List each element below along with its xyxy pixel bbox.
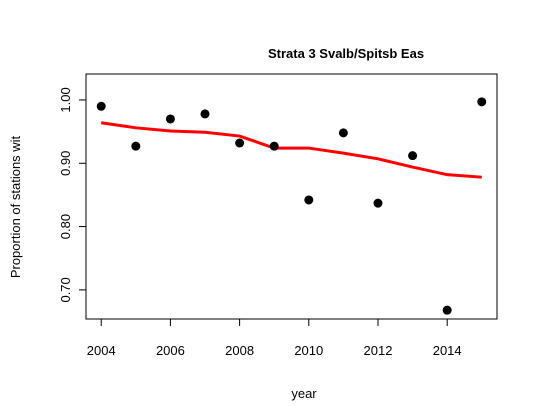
data-point — [442, 305, 452, 315]
y-tick-label: 1.00 — [58, 87, 73, 112]
y-tick-label: 0.70 — [58, 277, 73, 302]
x-axis-label: year — [291, 386, 317, 401]
x-tick-label: 2010 — [294, 343, 323, 358]
trend-line — [101, 121, 482, 179]
data-point — [96, 101, 106, 111]
x-tick-label: 2012 — [364, 343, 393, 358]
data-point — [477, 97, 487, 107]
data-point — [165, 114, 175, 124]
data-point — [235, 138, 245, 148]
data-point — [373, 198, 383, 208]
x-tick-label: 2014 — [433, 343, 462, 358]
y-tick-label: 0.80 — [58, 214, 73, 239]
x-tick-label: 2004 — [87, 343, 116, 358]
data-point — [408, 151, 418, 161]
data-point — [304, 195, 314, 205]
data-point — [131, 141, 141, 151]
data-point — [269, 141, 279, 151]
y-tick-label: 0.90 — [58, 151, 73, 176]
x-tick-label: 2008 — [225, 343, 254, 358]
y-axis-label: Proportion of stations wit — [8, 135, 23, 278]
data-point — [200, 109, 210, 119]
plot-box — [85, 73, 498, 320]
x-tick-label: 2006 — [156, 343, 185, 358]
data-point — [338, 128, 348, 138]
chart-title: Strata 3 Svalb/Spitsb Eas — [268, 46, 424, 61]
